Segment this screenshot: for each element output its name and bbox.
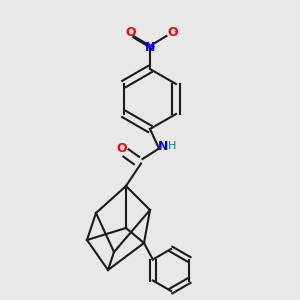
Text: N: N — [145, 41, 155, 55]
Text: O: O — [167, 26, 178, 40]
Text: H: H — [168, 141, 177, 151]
Text: N: N — [158, 140, 169, 154]
Text: +: + — [148, 42, 155, 51]
Text: -: - — [173, 26, 178, 36]
Text: O: O — [116, 142, 127, 155]
Text: O: O — [125, 26, 136, 40]
